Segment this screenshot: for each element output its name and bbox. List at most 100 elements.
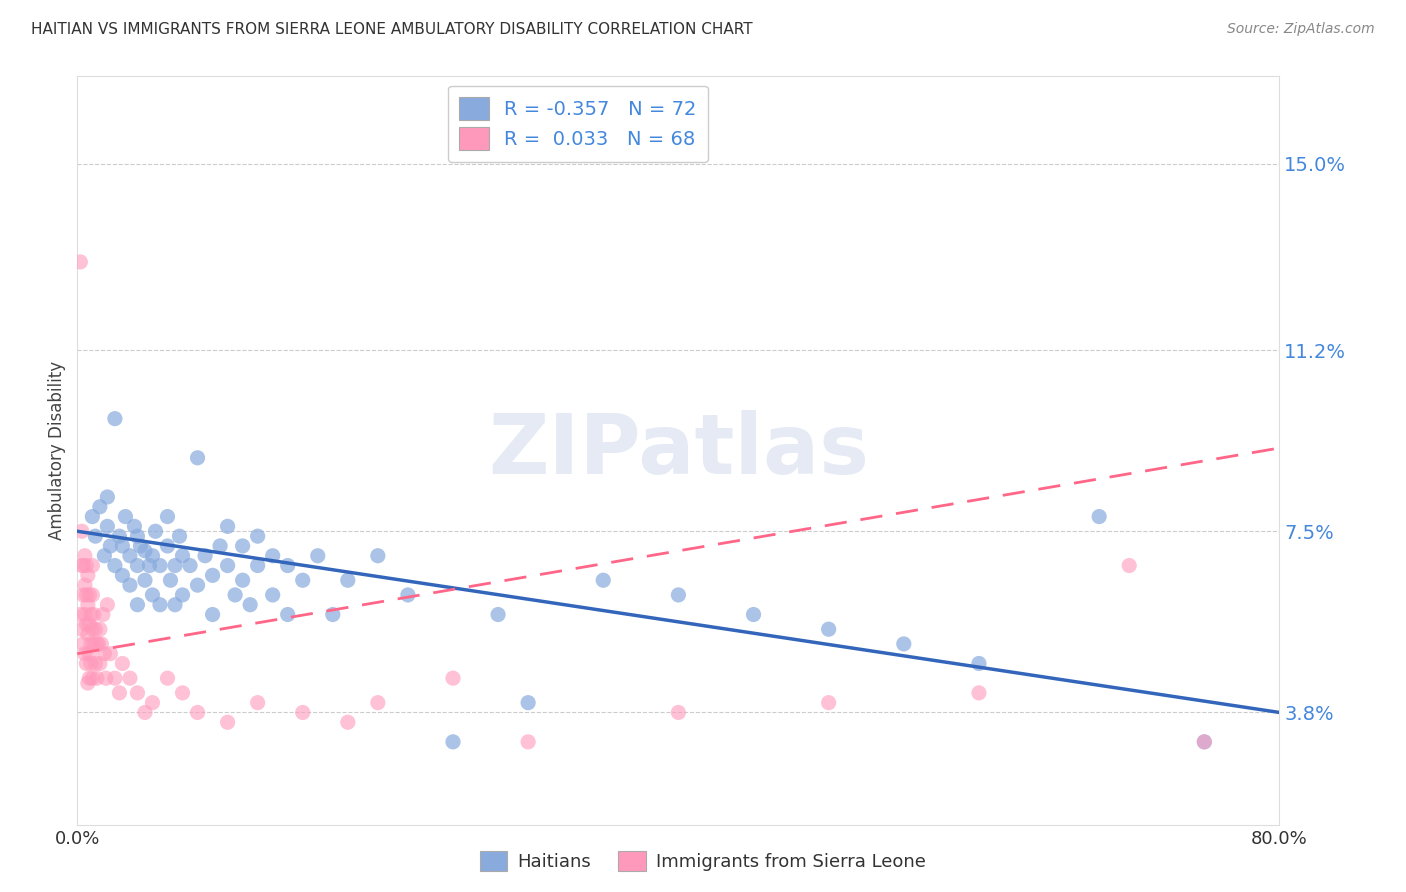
Point: [396, 588, 419, 602]
Text: Source: ZipAtlas.com: Source: ZipAtlas.com: [1227, 22, 1375, 37]
Point: [322, 607, 344, 622]
Point: [124, 519, 146, 533]
Point: [83, 637, 105, 651]
Point: [277, 607, 299, 622]
Point: [80, 657, 103, 671]
Point: [668, 706, 690, 720]
Point: [127, 598, 149, 612]
Point: [201, 607, 224, 622]
Point: [967, 686, 990, 700]
Point: [217, 715, 239, 730]
Point: [217, 558, 239, 573]
Point: [277, 558, 299, 573]
Point: [72, 637, 94, 651]
Point: [93, 647, 115, 661]
Point: [69, 607, 91, 622]
Point: [138, 558, 160, 573]
Point: [89, 622, 111, 636]
Point: [186, 578, 209, 592]
Point: [96, 519, 118, 533]
Point: [224, 588, 246, 602]
Point: [72, 558, 94, 573]
Point: [104, 671, 127, 685]
Point: [127, 686, 149, 700]
Point: [118, 578, 141, 592]
Point: [186, 450, 209, 465]
Point: [80, 607, 103, 622]
Point: [149, 558, 172, 573]
Point: [104, 558, 127, 573]
Point: [111, 539, 134, 553]
Text: ZIPatlas: ZIPatlas: [488, 410, 869, 491]
Point: [73, 578, 96, 592]
Point: [201, 568, 224, 582]
Point: [83, 607, 105, 622]
Point: [89, 657, 111, 671]
Point: [118, 549, 141, 563]
Point: [82, 588, 104, 602]
Point: [441, 735, 464, 749]
Point: [84, 529, 107, 543]
Point: [73, 549, 96, 563]
Point: [262, 549, 284, 563]
Point: [82, 622, 104, 636]
Point: [89, 500, 111, 514]
Point: [134, 706, 156, 720]
Point: [156, 539, 179, 553]
Point: [91, 607, 114, 622]
Point: [129, 539, 152, 553]
Point: [163, 598, 186, 612]
Text: HAITIAN VS IMMIGRANTS FROM SIERRA LEONE AMBULATORY DISABILITY CORRELATION CHART: HAITIAN VS IMMIGRANTS FROM SIERRA LEONE …: [31, 22, 752, 37]
Point: [232, 539, 254, 553]
Point: [87, 637, 110, 651]
Point: [141, 588, 163, 602]
Point: [517, 735, 540, 749]
Point: [246, 696, 269, 710]
Point: [79, 588, 101, 602]
Point: [75, 617, 97, 632]
Point: [134, 544, 156, 558]
Point: [217, 519, 239, 533]
Point: [141, 696, 163, 710]
Point: [90, 637, 112, 651]
Point: [127, 529, 149, 543]
Point: [82, 558, 104, 573]
Point: [79, 647, 101, 661]
Point: [86, 637, 108, 651]
Point: [156, 509, 179, 524]
Point: [73, 647, 96, 661]
Point: [111, 568, 134, 582]
Point: [967, 657, 990, 671]
Point: [186, 706, 209, 720]
Point: [246, 558, 269, 573]
Point: [108, 529, 131, 543]
Point: [291, 706, 314, 720]
Point: [76, 627, 98, 641]
Point: [82, 509, 104, 524]
Point: [159, 573, 181, 587]
Point: [70, 622, 93, 636]
Point: [517, 696, 540, 710]
Point: [84, 657, 107, 671]
Point: [96, 490, 118, 504]
Legend: Haitians, Immigrants from Sierra Leone: Haitians, Immigrants from Sierra Leone: [472, 844, 934, 879]
Point: [100, 647, 122, 661]
Point: [1194, 735, 1216, 749]
Point: [79, 617, 101, 632]
Point: [817, 622, 839, 636]
Point: [80, 637, 103, 651]
Point: [1088, 509, 1111, 524]
Point: [1194, 735, 1216, 749]
Point: [82, 671, 104, 685]
Point: [367, 696, 389, 710]
Point: [76, 598, 98, 612]
Point: [108, 686, 131, 700]
Point: [172, 686, 194, 700]
Point: [75, 657, 97, 671]
Y-axis label: Ambulatory Disability: Ambulatory Disability: [48, 361, 66, 540]
Point: [156, 671, 179, 685]
Point: [486, 607, 509, 622]
Point: [232, 573, 254, 587]
Point: [817, 696, 839, 710]
Point: [262, 588, 284, 602]
